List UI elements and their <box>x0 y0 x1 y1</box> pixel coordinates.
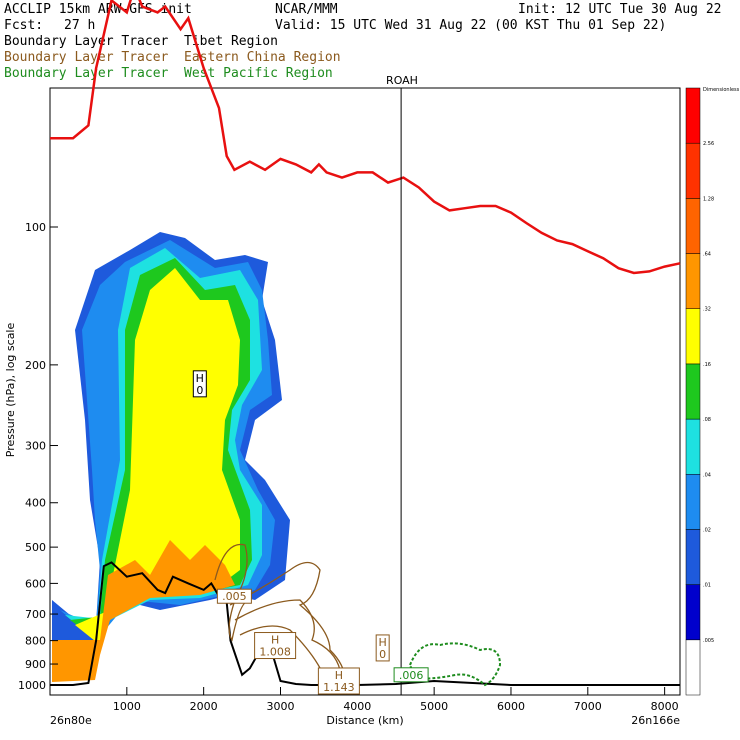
colorbar-level: .01 <box>703 583 711 589</box>
colorbar-segment <box>685 584 701 641</box>
high-marker: H1.008 <box>254 632 297 660</box>
right-endpoint-label: 26n166e <box>631 714 680 727</box>
colorbar-segment <box>685 87 701 144</box>
x-tick-label: 2000 <box>190 700 218 713</box>
colorbar-segment <box>685 418 701 475</box>
high-text: 1.008 <box>259 646 291 659</box>
y-tick-label: 600 <box>25 577 46 590</box>
colorbar-level: 1.28 <box>703 196 714 202</box>
header-fcst-value: 27 h <box>64 18 96 33</box>
colorbar-level: .08 <box>703 417 711 423</box>
high-box <box>192 370 207 398</box>
x-tick-label: 3000 <box>266 700 294 713</box>
y-tick-label: 900 <box>25 658 46 671</box>
high-marker: .005 <box>216 588 252 604</box>
tropopause-line <box>50 0 681 275</box>
high-text: 0 <box>196 384 203 397</box>
colorbar-level: .32 <box>703 307 711 313</box>
y-tick-label: 1000 <box>18 679 46 692</box>
tracer-contour-fill <box>75 268 240 645</box>
colorbar-segment <box>685 529 701 585</box>
colorbar-segment <box>685 474 701 530</box>
tracer-contour-fill <box>52 540 235 682</box>
y-tick-label: 300 <box>25 440 46 453</box>
x-tick-label: 8000 <box>651 700 679 713</box>
colorbar-level: .64 <box>703 252 711 258</box>
high-text: 0 <box>379 648 386 661</box>
high-marker: .006 <box>393 667 429 683</box>
x-tick-label: 4000 <box>343 700 371 713</box>
high-box <box>317 667 360 695</box>
colorbar-level: .005 <box>703 638 714 644</box>
y-tick-label: 400 <box>25 497 46 510</box>
header-init: Init: 12 UTC Tue 30 Aug 22 <box>518 2 722 17</box>
header-org: NCAR/MMM <box>275 2 338 17</box>
colorbar-segment <box>685 198 701 254</box>
legend-eastern-china: Boundary Layer Tracer Eastern China Regi… <box>4 50 341 65</box>
y-tick-label: 100 <box>25 221 46 234</box>
high-marker: H0 <box>375 634 390 662</box>
station-label: ROAH <box>386 74 418 87</box>
x-tick-label: 5000 <box>420 700 448 713</box>
colorbar-segment <box>685 253 701 309</box>
colorbar-segment <box>685 639 701 696</box>
left-endpoint-label: 26n80e <box>50 714 92 727</box>
x-axis-label: Distance (km) <box>326 714 403 727</box>
high-box <box>216 588 252 604</box>
high-box <box>375 634 390 662</box>
x-tick-label: 6000 <box>497 700 525 713</box>
x-tick-label: 1000 <box>113 700 141 713</box>
y-tick-label: 500 <box>25 541 46 554</box>
high-text: H <box>196 372 204 385</box>
x-tick-label: 7000 <box>574 700 602 713</box>
high-text: .006 <box>399 669 424 682</box>
high-box <box>254 632 297 660</box>
y-tick-label: 700 <box>25 608 46 621</box>
west-pacific-contour <box>408 642 502 687</box>
colorbar-title: Dimensionless <box>703 87 740 93</box>
y-tick-label: 800 <box>25 635 46 648</box>
eastern-china-contour <box>229 561 346 681</box>
high-text: H <box>271 634 279 647</box>
colorbar-segment <box>685 308 701 365</box>
legend-tibet: Boundary Layer Tracer Tibet Region <box>4 34 278 49</box>
colorbar-level: .16 <box>703 362 711 368</box>
high-text: H <box>379 636 387 649</box>
high-marker: H1.143 <box>317 667 360 695</box>
header-fcst-label: Fcst: <box>4 18 44 33</box>
high-text: .005 <box>222 590 247 603</box>
high-box <box>393 667 429 683</box>
colorbar-segment <box>685 142 701 199</box>
header-valid: Valid: 15 UTC Wed 31 Aug 22 (00 KST Thu … <box>275 18 667 33</box>
y-axis-label: Pressure (hPa), log scale <box>4 323 17 458</box>
colorbar-level: .02 <box>703 527 711 533</box>
eastern-china-contour <box>234 599 341 671</box>
high-text: H <box>335 669 343 682</box>
y-tick-label: 200 <box>25 359 46 372</box>
high-text: 1.143 <box>323 681 355 694</box>
high-marker: H0 <box>192 370 207 398</box>
colorbar-level: .04 <box>703 472 711 478</box>
colorbar-segment <box>685 363 701 420</box>
colorbar-level: 2.56 <box>703 141 714 147</box>
